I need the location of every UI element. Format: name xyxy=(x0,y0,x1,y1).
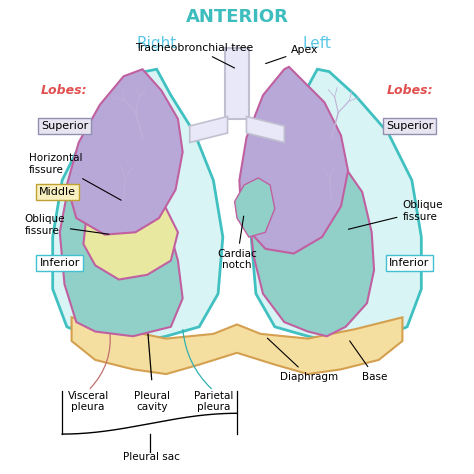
Text: Right: Right xyxy=(137,36,177,51)
Polygon shape xyxy=(235,178,275,237)
Text: Base: Base xyxy=(350,341,388,382)
Polygon shape xyxy=(249,147,374,336)
Text: Pleural
cavity: Pleural cavity xyxy=(134,391,170,412)
Text: Apex: Apex xyxy=(265,45,319,64)
Text: Parietal
pleura: Parietal pleura xyxy=(194,391,233,412)
Text: Tracheobronchial tree: Tracheobronchial tree xyxy=(136,43,254,68)
Polygon shape xyxy=(72,318,402,374)
Polygon shape xyxy=(239,67,348,254)
Polygon shape xyxy=(225,48,249,119)
Text: Inferior: Inferior xyxy=(40,258,80,268)
Polygon shape xyxy=(251,69,421,343)
Polygon shape xyxy=(83,192,178,280)
Text: Left: Left xyxy=(303,36,332,51)
Text: Inferior: Inferior xyxy=(389,258,430,268)
Polygon shape xyxy=(190,117,228,143)
Text: Lobes:: Lobes: xyxy=(386,84,433,97)
Text: Middle: Middle xyxy=(39,187,76,197)
Polygon shape xyxy=(60,166,182,336)
Text: Superior: Superior xyxy=(41,121,88,131)
Text: Cardiac
notch: Cardiac notch xyxy=(217,216,257,270)
Polygon shape xyxy=(53,69,223,343)
Text: ANTERIOR: ANTERIOR xyxy=(185,8,289,26)
Text: Visceral
pleura: Visceral pleura xyxy=(67,391,109,412)
Text: Diaphragm: Diaphragm xyxy=(267,338,337,382)
Text: Pleural sac: Pleural sac xyxy=(124,452,181,462)
Text: Oblique
fissure: Oblique fissure xyxy=(24,214,109,236)
Polygon shape xyxy=(246,117,284,143)
Text: Superior: Superior xyxy=(386,121,433,131)
Text: Oblique
fissure: Oblique fissure xyxy=(348,200,443,229)
Text: Horizontal
fissure: Horizontal fissure xyxy=(29,153,121,200)
Polygon shape xyxy=(67,69,182,235)
Text: Lobes:: Lobes: xyxy=(41,84,88,97)
